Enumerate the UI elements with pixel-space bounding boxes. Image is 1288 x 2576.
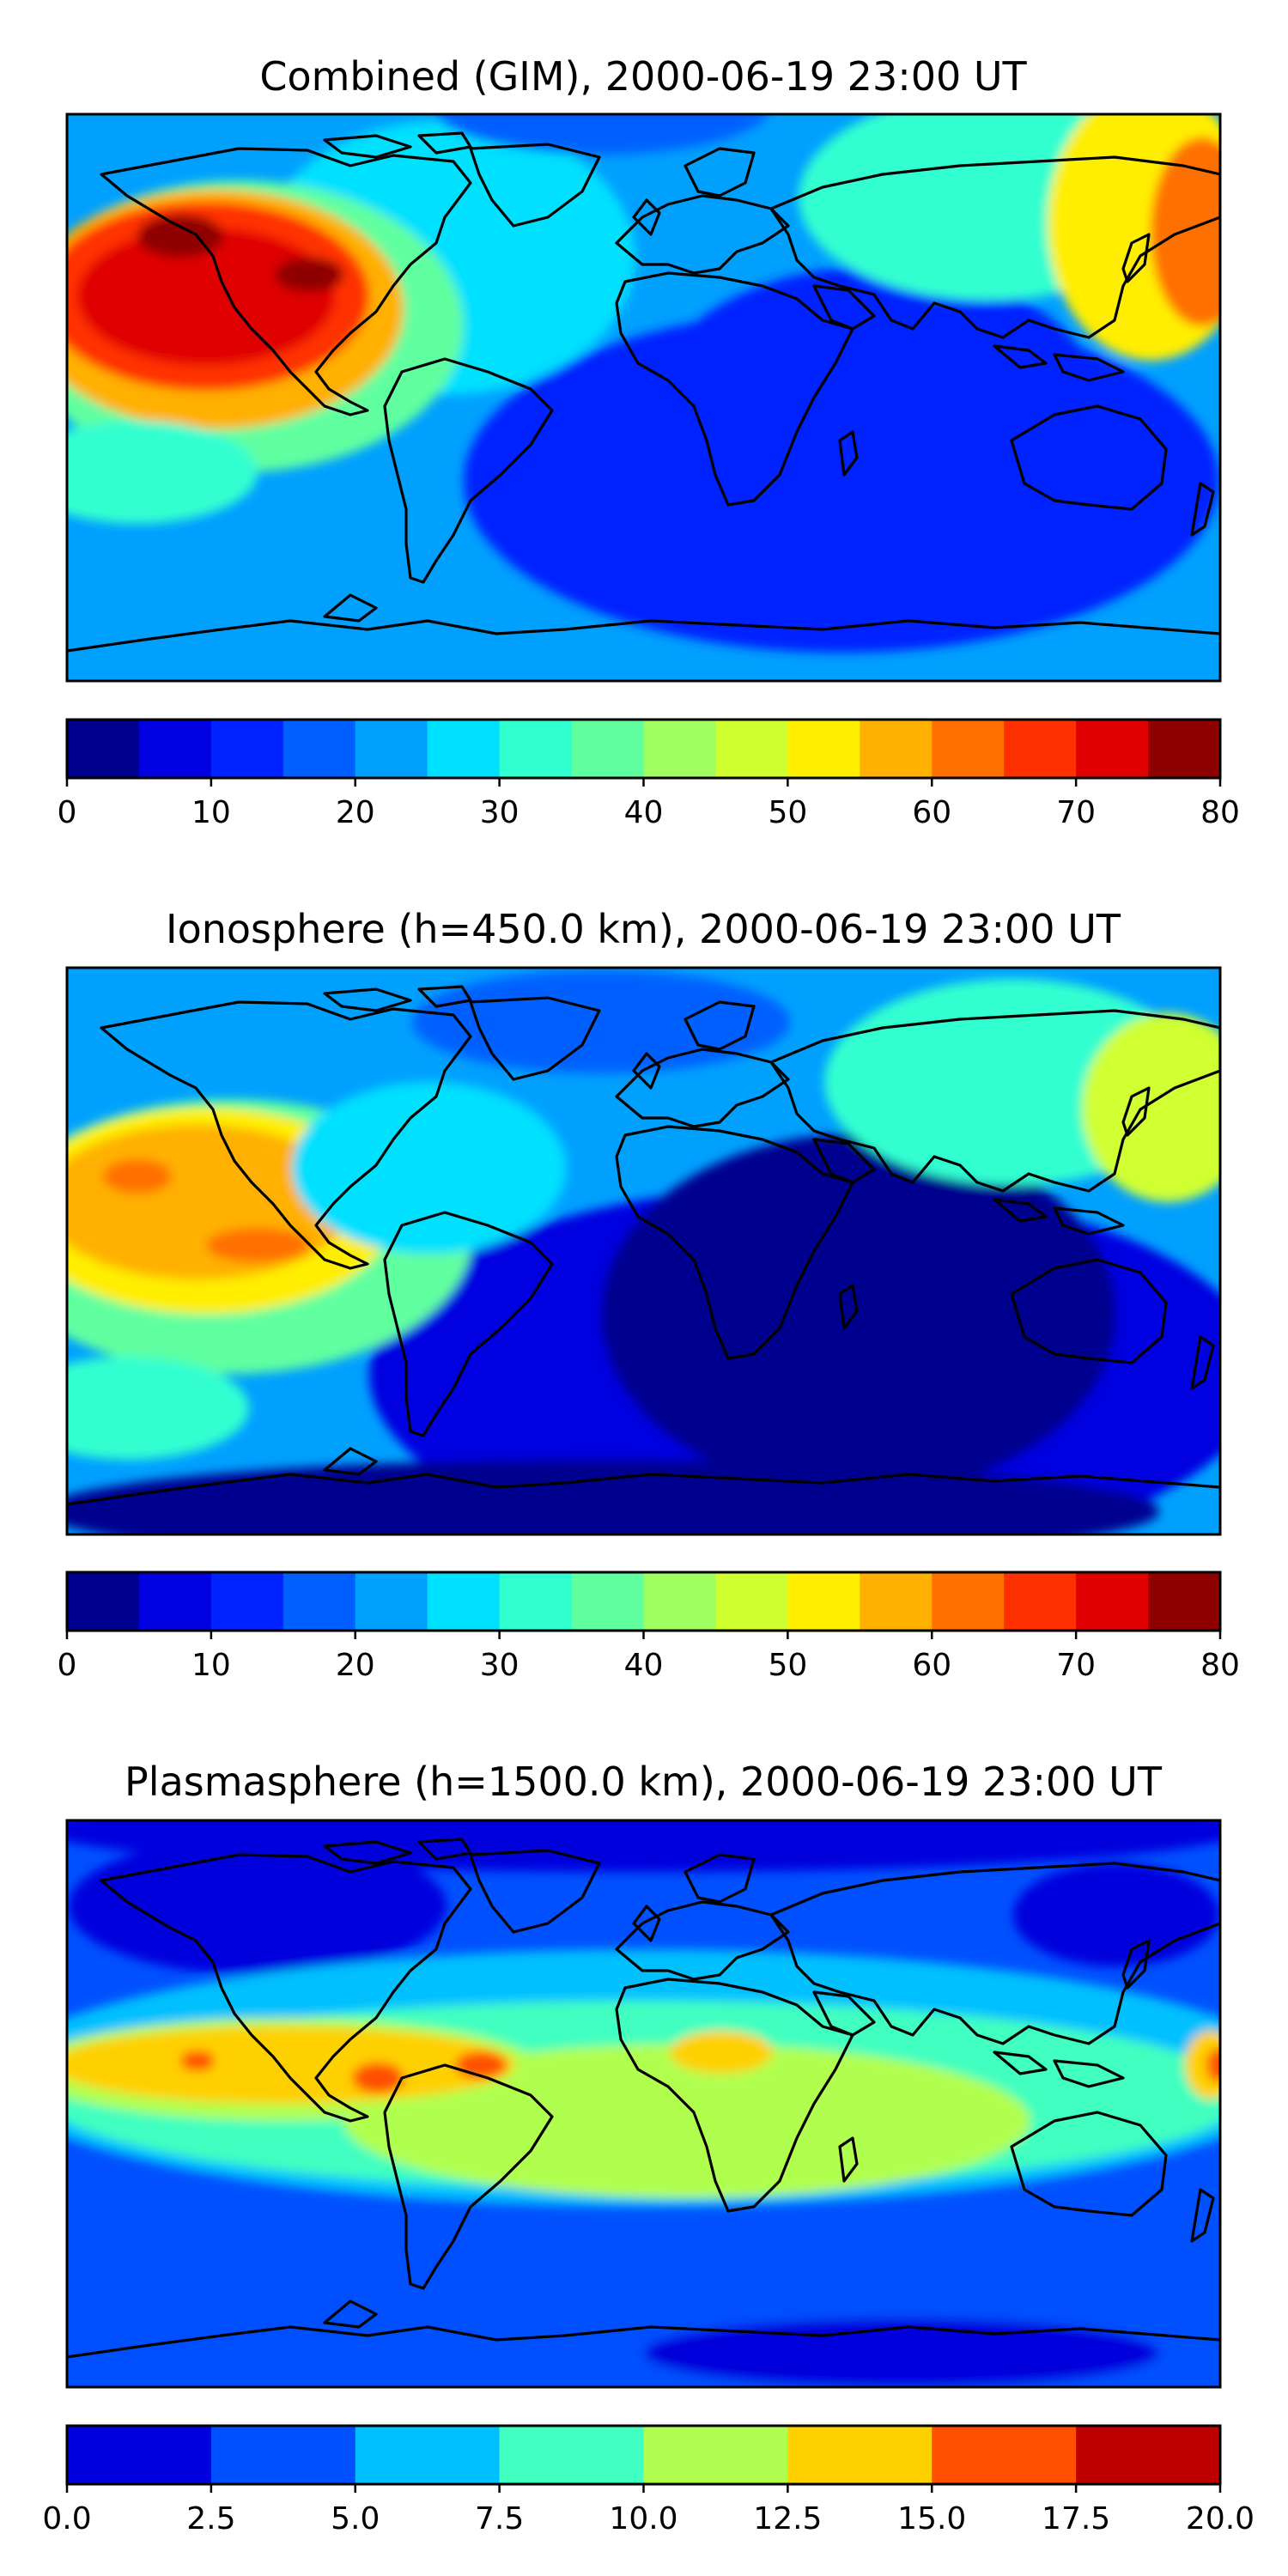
colorbar-segment: [1148, 720, 1221, 778]
colorbar-tick-label: 10: [191, 795, 231, 830]
colorbar-segment: [932, 720, 1005, 778]
colorbar-segment: [571, 720, 645, 778]
colorbar-tick-label: 50: [768, 795, 807, 830]
colorbar-tick-label: 40: [624, 795, 664, 830]
colorbar-tick-label: 60: [912, 795, 951, 830]
colorbar-tick-label: 0: [58, 1648, 77, 1683]
colorbar-tick-label: 0: [58, 795, 77, 830]
colorbar-tick-label: 15.0: [897, 2501, 966, 2537]
colorbar-tick-label: 0.0: [42, 2501, 91, 2537]
colorbar-tick-label: 17.5: [1042, 2501, 1110, 2537]
colorbar-segment: [355, 1572, 428, 1631]
colorbar-tick-label: 2.5: [186, 2501, 235, 2537]
colorbar-segment: [1004, 720, 1077, 778]
colorbar-segment: [499, 1572, 573, 1631]
map-frame: [65, 1819, 1222, 2389]
colorbar-segment: [138, 720, 212, 778]
colorbar-segment: [355, 2426, 501, 2484]
colorbar-segment: [787, 2426, 933, 2484]
colorbar-segment: [1076, 720, 1149, 778]
colorbar-segment: [67, 720, 140, 778]
colorbar-segment: [860, 720, 933, 778]
colorbar-tick-label: 5.0: [331, 2501, 380, 2537]
colorbar-tick-label: 70: [1056, 795, 1096, 830]
colorbar-segment: [355, 720, 428, 778]
colorbar-segment: [643, 1572, 717, 1631]
colorbar-segment: [138, 1572, 212, 1631]
map-field: [67, 114, 1220, 681]
colorbar-segment: [210, 2426, 356, 2484]
colorbar-segment: [210, 1572, 284, 1631]
colorbar-segment: [67, 1572, 140, 1631]
colorbar-tick-label: 30: [480, 1648, 519, 1683]
map-frame: [65, 966, 1222, 1536]
colorbar-segment: [210, 720, 284, 778]
colorbar-tick-label: 30: [480, 795, 519, 830]
panel-ionosphere: Ionosphere (h=450.0 km), 2000-06-19 23:0…: [58, 906, 1240, 1683]
colorbar-tick-label: 80: [1200, 795, 1240, 830]
colorbar: 0.0 2.5 5.0 7.5 10.0 12.5 15.0 17.5 20.0: [42, 2424, 1255, 2537]
colorbar-segment: [67, 2426, 212, 2484]
colorbar-segment: [787, 1572, 860, 1631]
colorbar-segment: [932, 1572, 1005, 1631]
colorbar-segment: [787, 720, 860, 778]
colorbar-segment: [1076, 1572, 1149, 1631]
colorbar-segment: [1076, 2426, 1221, 2484]
panel-title: Ionosphere (h=450.0 km), 2000-06-19 23:0…: [166, 906, 1121, 952]
colorbar-tick-label: 20: [336, 795, 375, 830]
colorbar-segment: [1148, 1572, 1221, 1631]
colorbar-segment: [427, 720, 501, 778]
colorbar-segment: [427, 1572, 501, 1631]
map-field: [67, 1820, 1220, 2387]
colorbar-tick-label: 80: [1200, 1648, 1240, 1683]
panel-combined: Combined (GIM), 2000-06-19 23:00 UT: [58, 53, 1240, 830]
colorbar: 0 10 20 30 40 50 60 70 80: [58, 1571, 1240, 1683]
colorbar-tick-label: 50: [768, 1648, 807, 1683]
colorbar-tick-label: 10: [191, 1648, 231, 1683]
colorbar-tick-label: 7.5: [475, 2501, 524, 2537]
colorbar-segment: [571, 1572, 645, 1631]
colorbar-segment: [643, 720, 717, 778]
colorbar-segment: [932, 2426, 1077, 2484]
map-field: [67, 968, 1220, 1534]
map-frame: [65, 112, 1222, 683]
colorbar-segment: [715, 720, 788, 778]
colorbar-segment: [499, 2426, 645, 2484]
colorbar-segment: [1004, 1572, 1077, 1631]
colorbar-segment: [283, 720, 356, 778]
panel-title: Combined (GIM), 2000-06-19 23:00 UT: [259, 53, 1027, 100]
panel-plasmasphere: Plasmasphere (h=1500.0 km), 2000-06-19 2…: [42, 1759, 1255, 2537]
colorbar-tick-label: 12.5: [753, 2501, 822, 2537]
colorbar-tick-label: 60: [912, 1648, 951, 1683]
colorbar-segment: [283, 1572, 356, 1631]
colorbar: 0 10 20 30 40 50 60 70 80: [58, 718, 1240, 830]
colorbar-tick-label: 20: [336, 1648, 375, 1683]
colorbar-segment: [643, 2426, 788, 2484]
colorbar-segment: [860, 1572, 933, 1631]
panel-title: Plasmasphere (h=1500.0 km), 2000-06-19 2…: [125, 1759, 1163, 1805]
colorbar-segment: [499, 720, 573, 778]
colorbar-segment: [715, 1572, 788, 1631]
colorbar-tick-label: 70: [1056, 1648, 1096, 1683]
colorbar-tick-label: 40: [624, 1648, 664, 1683]
colorbar-tick-label: 20.0: [1186, 2501, 1255, 2537]
colorbar-tick-label: 10.0: [609, 2501, 677, 2537]
